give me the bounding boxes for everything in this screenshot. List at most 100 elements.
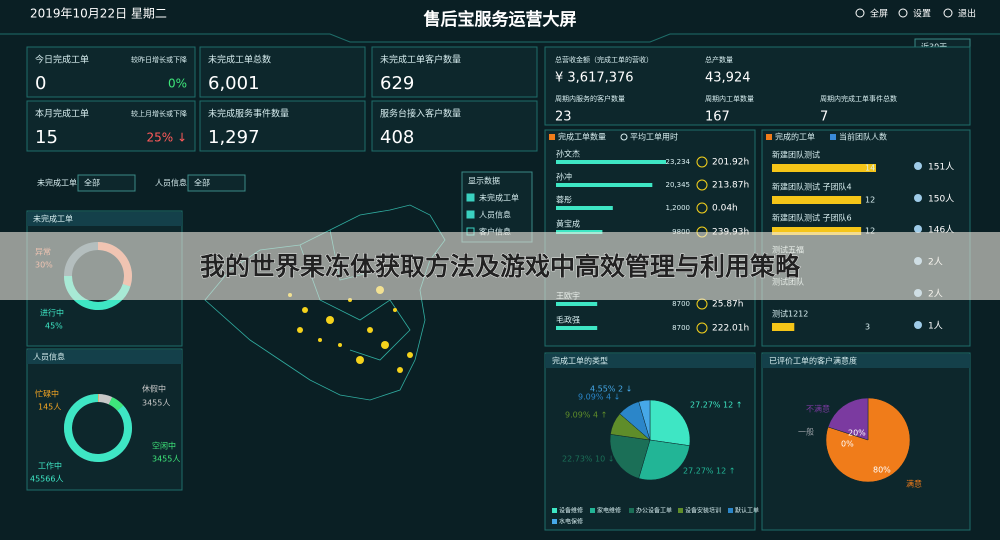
kpi-value: 1,297 bbox=[208, 127, 260, 148]
team-count: 12 bbox=[865, 196, 875, 205]
legend-entry: 完成工单数量 bbox=[558, 132, 606, 142]
display-option[interactable]: 人员信息 bbox=[479, 210, 511, 220]
rank-bar bbox=[556, 206, 613, 210]
legend-entry: 完成的工单 bbox=[775, 132, 815, 142]
panel bbox=[26, 100, 196, 152]
rank-time: 222.01h bbox=[712, 324, 749, 334]
kpi-compare: 25% ↓ bbox=[146, 131, 187, 145]
rank-bar bbox=[556, 183, 653, 187]
legend-swatch bbox=[766, 134, 772, 140]
stat-label: 总营收金额（完成工单的营收） bbox=[555, 55, 653, 64]
slice-label: 9.09% 4 ↓ bbox=[578, 393, 620, 402]
slice-label: 9.09% 4 ↑ bbox=[565, 411, 607, 420]
filter-select[interactable] bbox=[187, 174, 246, 192]
map-dot bbox=[381, 341, 389, 349]
segment-name: 忙碌中 bbox=[35, 389, 59, 399]
legend-entry: 家电维修 bbox=[597, 507, 621, 515]
legend-swatch bbox=[549, 134, 555, 140]
display-option[interactable]: 客户信息 bbox=[479, 227, 511, 237]
rank-name: 孙文杰 bbox=[556, 149, 580, 159]
person-icon bbox=[914, 162, 922, 170]
team-count: 12 bbox=[865, 227, 875, 236]
slice-label: 80% bbox=[873, 466, 891, 475]
checkbox[interactable] bbox=[466, 193, 475, 202]
team-bar bbox=[772, 164, 876, 172]
legend-entry: 当前团队人数 bbox=[839, 132, 887, 142]
pie-slice bbox=[827, 397, 869, 441]
display-option[interactable]: 未完成工单 bbox=[479, 193, 519, 203]
person-icon bbox=[914, 194, 922, 202]
map-dot bbox=[297, 327, 303, 333]
map-dot bbox=[367, 327, 373, 333]
team-count: 14 bbox=[865, 164, 875, 173]
segment-label: 45566人 bbox=[30, 475, 63, 484]
map-dot bbox=[302, 307, 308, 313]
slice-label: 27.27% 12 ↑ bbox=[690, 401, 742, 410]
kpi-label: 今日完成工单 bbox=[35, 54, 89, 66]
kpi-label: 未完成工单总数 bbox=[208, 54, 271, 66]
donut-segment bbox=[64, 394, 132, 462]
panel-title: 完成工单的类型 bbox=[552, 356, 608, 366]
kpi-value: 629 bbox=[380, 73, 414, 94]
kpi-compare-label: 较昨日增长或下降 bbox=[131, 55, 187, 64]
slice-name: 不满意 bbox=[806, 404, 830, 414]
team-name: 新建团队测试 子团队6 bbox=[772, 213, 852, 223]
header-action[interactable]: 设置 bbox=[913, 9, 931, 20]
rank-time: 213.87h bbox=[712, 181, 749, 191]
segment-label: 3455人 bbox=[142, 399, 170, 408]
action-icon bbox=[898, 8, 908, 18]
rank-count: 8700 bbox=[672, 300, 690, 308]
legend-entry: 办公设备工单 bbox=[636, 507, 672, 515]
rank-count: 8700 bbox=[672, 324, 690, 332]
legend-swatch bbox=[590, 508, 595, 513]
team-members: 1人 bbox=[928, 321, 943, 332]
rank-bar bbox=[556, 160, 666, 164]
action-icon bbox=[855, 8, 865, 18]
slice-label: 22.73% 10 ↓ bbox=[562, 455, 614, 464]
team-bar bbox=[772, 227, 862, 235]
team-name: 测试1212 bbox=[772, 309, 808, 319]
checkbox[interactable] bbox=[466, 210, 475, 219]
kpi-value: 408 bbox=[380, 127, 414, 148]
person-icon bbox=[914, 321, 922, 329]
team-name: 新建团队测试 子团队4 bbox=[772, 182, 852, 192]
panel-title: 已评价工单的客户满意度 bbox=[769, 356, 857, 366]
segment-name: 休假中 bbox=[142, 384, 166, 394]
rank-bar bbox=[556, 302, 598, 306]
map-dot bbox=[356, 356, 364, 364]
team-count: 3 bbox=[865, 323, 870, 332]
filter-label: 未完成工单 bbox=[37, 178, 77, 188]
legend-swatch bbox=[728, 508, 733, 513]
rank-time: 0.04h bbox=[712, 204, 738, 214]
kpi-compare: 0% bbox=[168, 77, 187, 91]
legend-entry: 设备安装培训 bbox=[685, 507, 721, 515]
panel-title-bar bbox=[762, 354, 970, 368]
segment-label: 45% bbox=[45, 322, 63, 331]
person-icon bbox=[914, 225, 922, 233]
header-action[interactable]: 全屏 bbox=[870, 8, 888, 20]
legend-swatch bbox=[830, 134, 836, 140]
kpi-label: 本月完成工单 bbox=[35, 108, 89, 120]
filter-value[interactable]: 全部 bbox=[194, 178, 210, 188]
legend-swatch bbox=[552, 519, 557, 524]
action-icon bbox=[943, 8, 953, 18]
filter-select[interactable] bbox=[77, 174, 136, 192]
map-dot bbox=[407, 352, 413, 358]
panel-title: 未完成工单 bbox=[33, 214, 73, 224]
slice-label: 4.55% 2 ↓ bbox=[590, 385, 632, 394]
legend-icon bbox=[620, 133, 628, 141]
clock-icon bbox=[696, 322, 708, 334]
filter-value[interactable]: 全部 bbox=[84, 178, 100, 188]
pie-slice bbox=[649, 399, 691, 446]
date: 2019年10月22日 星期二 bbox=[30, 7, 167, 21]
header-action[interactable]: 退出 bbox=[958, 8, 976, 20]
segment-label: 145人 bbox=[38, 403, 61, 412]
panel bbox=[371, 46, 538, 98]
panel bbox=[26, 348, 183, 491]
rank-count: 23,234 bbox=[666, 158, 691, 166]
kpi-value: 6,001 bbox=[208, 73, 260, 94]
stat-value: 43,924 bbox=[705, 71, 751, 86]
slice-name: 满意 bbox=[906, 479, 922, 489]
stat-label: 周期内完成工单事件总数 bbox=[820, 94, 897, 103]
